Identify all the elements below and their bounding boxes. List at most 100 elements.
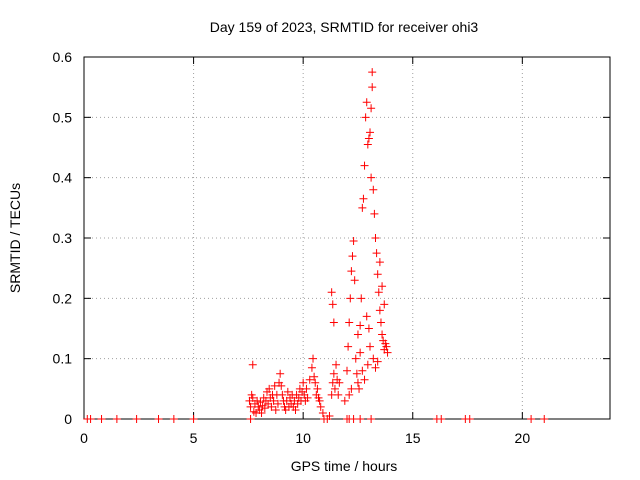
data-point	[348, 252, 357, 261]
y-tick-label: 0.3	[53, 230, 73, 246]
data-point	[343, 366, 351, 375]
data-point	[366, 342, 375, 351]
data-point	[383, 348, 392, 357]
data-point	[313, 384, 322, 393]
data-point	[248, 393, 257, 402]
data-point	[189, 415, 198, 423]
data-point	[345, 318, 354, 327]
data-point	[370, 209, 379, 218]
data-point	[302, 384, 311, 393]
chart-title: Day 159 of 2023, SRMTID for receiver ohi…	[210, 19, 479, 35]
data-point	[327, 288, 336, 297]
data-point	[360, 375, 369, 384]
data-point	[345, 390, 354, 399]
data-point	[347, 267, 356, 276]
data-point	[253, 396, 262, 405]
data-point	[527, 415, 536, 423]
data-point	[276, 369, 285, 378]
data-point	[362, 312, 371, 321]
data-point	[355, 384, 364, 393]
data-point	[358, 203, 367, 212]
data-point	[265, 384, 274, 393]
data-point	[367, 173, 376, 182]
data-point	[330, 384, 339, 393]
axis-ticks: 0 0.1 0.2 0.3 0.4 0.5 0.6 0 5 10 15 20	[53, 49, 610, 446]
data-point	[367, 104, 376, 113]
data-point	[465, 415, 474, 423]
data-point	[373, 270, 382, 279]
data-point	[334, 390, 343, 399]
data-point	[364, 324, 373, 333]
data-point	[363, 140, 372, 149]
data-point	[307, 363, 316, 372]
data-point	[375, 306, 384, 315]
data-point	[248, 360, 257, 369]
data-point	[329, 369, 338, 378]
data-point	[273, 399, 282, 408]
data-point	[335, 378, 344, 387]
data-point	[332, 360, 341, 369]
data-point	[347, 384, 356, 393]
data-point	[246, 402, 255, 411]
data-point	[329, 318, 338, 327]
data-point	[267, 402, 276, 411]
data-point	[374, 288, 383, 297]
data-point	[375, 258, 384, 267]
data-point	[437, 415, 446, 423]
data-point	[315, 396, 324, 405]
data-point	[303, 393, 312, 402]
data-point	[371, 363, 380, 372]
y-tick-label: 0	[64, 411, 72, 427]
data-point	[368, 83, 377, 92]
data-point	[112, 415, 121, 423]
data-point	[349, 237, 358, 246]
data-point	[325, 411, 334, 420]
data-point	[352, 369, 361, 378]
data-point	[350, 276, 359, 285]
data-point	[154, 415, 163, 423]
data-point	[363, 360, 372, 369]
y-tick-label: 0.6	[53, 49, 73, 65]
data-point	[318, 408, 327, 417]
data-point	[361, 113, 370, 122]
data-point	[357, 294, 366, 303]
data-point	[364, 134, 373, 143]
data-point	[371, 234, 380, 242]
data-point	[305, 375, 314, 384]
data-point	[369, 354, 378, 363]
data-point	[246, 415, 255, 423]
data-point	[353, 378, 362, 387]
data-points	[83, 68, 549, 423]
data-point	[169, 415, 178, 423]
data-point	[367, 415, 376, 423]
data-point	[362, 98, 371, 107]
data-point	[378, 282, 387, 291]
data-point	[380, 300, 389, 309]
data-point	[376, 318, 385, 327]
x-tick-label: 20	[515, 430, 531, 446]
grid-lines	[84, 57, 610, 419]
data-point	[310, 372, 319, 381]
y-tick-label: 0.1	[53, 351, 73, 367]
x-tick-label: 0	[80, 430, 88, 446]
data-point	[309, 354, 318, 363]
data-point	[271, 405, 280, 414]
y-axis-label: SRMTID / TECUs	[7, 183, 23, 293]
data-point	[351, 354, 360, 363]
data-point	[269, 396, 278, 405]
x-tick-label: 5	[190, 430, 198, 446]
data-point	[299, 378, 308, 387]
data-point	[328, 300, 337, 309]
data-point	[368, 68, 377, 77]
data-point	[353, 330, 362, 339]
data-point	[283, 387, 292, 396]
data-point	[540, 415, 549, 423]
data-point	[344, 342, 353, 351]
data-point	[257, 408, 266, 417]
x-tick-label: 15	[405, 430, 421, 446]
x-axis-label: GPS time / hours	[291, 458, 398, 474]
data-point	[97, 415, 106, 423]
data-point	[86, 415, 95, 423]
data-point	[346, 294, 355, 303]
